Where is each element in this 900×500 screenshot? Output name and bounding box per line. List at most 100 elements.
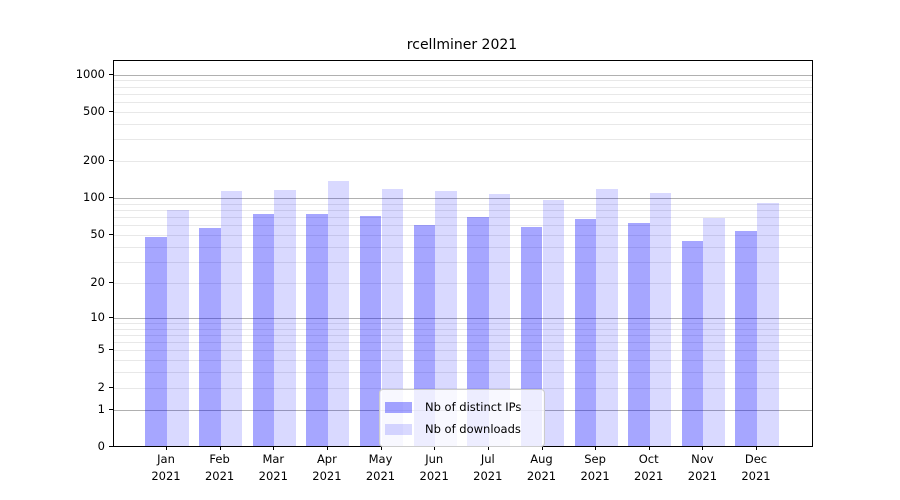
y-tick-label: 0 <box>97 439 105 453</box>
bar-distinct-ips-nov <box>681 240 704 446</box>
bar-distinct-ips-oct <box>628 222 650 446</box>
bar-downloads-feb <box>220 190 243 446</box>
y-tick <box>109 234 113 236</box>
x-tick-label: Sep 2021 <box>580 452 610 483</box>
x-tick-label: Nov 2021 <box>687 452 718 483</box>
y-tick <box>109 349 113 351</box>
legend-swatch-distinct-ips <box>385 401 412 413</box>
x-tick <box>702 446 704 450</box>
gridline-minor <box>114 93 812 95</box>
bar-distinct-ips-apr <box>306 213 328 446</box>
y-tick-label: 2 <box>97 379 105 394</box>
gridline-minor <box>114 217 812 219</box>
y-tick <box>109 110 113 112</box>
x-tick-label: Jan 2021 <box>151 452 181 483</box>
bar-distinct-ips-mar <box>252 214 275 446</box>
gridline-minor <box>114 225 812 227</box>
gridline-major <box>114 74 812 76</box>
gridline-minor <box>114 210 812 212</box>
legend: Nb of distinct IPs Nb of downloads <box>379 389 545 447</box>
gridline-minor <box>114 387 812 389</box>
bar-downloads-mar <box>274 190 296 446</box>
bar-downloads-jun <box>435 191 457 446</box>
x-tick-label: Feb 2021 <box>204 452 235 483</box>
y-tick-label: 1000 <box>75 66 105 81</box>
y-tick-label: 10 <box>90 309 105 324</box>
x-tick <box>273 446 275 450</box>
y-tick <box>109 316 113 318</box>
x-tick-label: Apr 2021 <box>312 452 342 483</box>
x-tick <box>541 446 543 450</box>
gridline-minor <box>114 322 812 324</box>
y-tick <box>109 408 113 410</box>
x-tick <box>487 446 489 450</box>
y-tick-label: 1 <box>97 401 105 416</box>
plot-area: Nb of distinct IPs Nb of downloads <box>113 60 813 447</box>
gridline-minor <box>114 261 812 263</box>
x-tick <box>166 446 167 450</box>
bar-downloads-aug <box>542 200 565 446</box>
gridline-minor <box>114 334 812 336</box>
legend-item-distinct-ips: Nb of distinct IPs <box>385 396 536 418</box>
y-tick <box>109 446 113 447</box>
x-tick-label: Jun 2021 <box>419 452 449 483</box>
gridline-minor <box>114 350 812 352</box>
y-tick <box>109 197 113 199</box>
x-tick <box>595 446 597 450</box>
bar-distinct-ips-jul <box>467 216 489 446</box>
y-tick-label: 50 <box>90 227 105 242</box>
gridline-minor <box>114 123 812 125</box>
bar-distinct-ips-feb <box>199 228 221 446</box>
gridline-minor <box>114 203 812 205</box>
gridline-minor <box>114 86 812 88</box>
x-tick-label: May 2021 <box>365 452 396 483</box>
y-tick-label: 200 <box>83 153 105 168</box>
bar-downloads-jul <box>488 194 511 446</box>
y-tick <box>109 386 113 388</box>
legend-swatch-downloads <box>385 423 412 435</box>
x-tick <box>434 446 436 450</box>
y-tick-label: 100 <box>83 190 105 205</box>
x-tick-label: Mar 2021 <box>258 452 288 483</box>
gridline-minor <box>114 246 812 248</box>
x-tick-label: Dec 2021 <box>741 452 771 483</box>
chart-title: rcellminer 2021 <box>406 37 518 53</box>
y-tick-label: 500 <box>83 103 105 118</box>
bar-downloads-jan <box>167 209 189 446</box>
gridline-minor <box>114 342 812 344</box>
gridline-major <box>114 317 812 319</box>
bar-distinct-ips-jan <box>145 237 167 446</box>
y-tick <box>109 73 113 75</box>
gridline-minor <box>114 372 812 374</box>
bar-downloads-apr <box>327 181 350 446</box>
y-tick-label: 20 <box>90 274 105 289</box>
y-tick <box>109 281 113 283</box>
x-tick-label: Oct 2021 <box>634 452 664 483</box>
gridline-minor <box>114 235 812 237</box>
gridline-minor <box>114 80 812 82</box>
x-tick <box>219 446 221 450</box>
y-tick <box>109 160 113 162</box>
legend-label-downloads: Nb of downloads <box>425 422 521 436</box>
bar-distinct-ips-may <box>359 215 382 446</box>
gridline-major <box>114 198 812 200</box>
gridline-minor <box>114 139 812 141</box>
bar-distinct-ips-sep <box>574 218 597 446</box>
x-tick-label: Jul 2021 <box>473 452 503 483</box>
gridline-minor <box>114 328 812 330</box>
legend-item-downloads: Nb of downloads <box>385 418 536 440</box>
x-tick-label: Aug 2021 <box>526 452 557 483</box>
bar-downloads-oct <box>649 193 672 446</box>
x-tick <box>648 446 650 450</box>
gridline-minor <box>114 360 812 362</box>
gridline-minor <box>114 282 812 284</box>
gridline-minor <box>114 102 812 104</box>
bar-downloads-sep <box>596 188 618 446</box>
y-tick-label: 5 <box>97 342 105 357</box>
x-tick <box>326 446 328 450</box>
gridline-minor <box>114 161 812 163</box>
legend-label-distinct-ips: Nb of distinct IPs <box>425 400 522 414</box>
bar-distinct-ips-dec <box>735 231 757 446</box>
x-tick <box>380 446 382 450</box>
